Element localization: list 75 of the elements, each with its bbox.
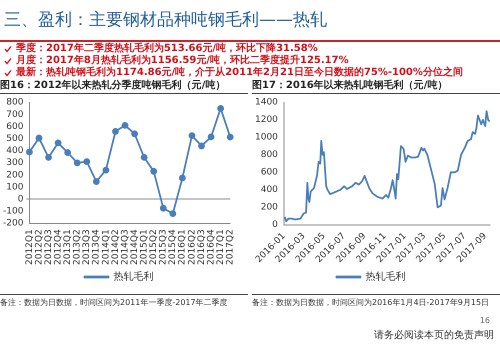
point xyxy=(45,154,52,161)
point xyxy=(140,154,148,161)
point xyxy=(74,159,81,166)
y-tick-label: -100 xyxy=(2,206,24,217)
y-tick-label: 1200 xyxy=(255,115,278,126)
point xyxy=(178,174,186,182)
y-tick-label: 1400 xyxy=(255,98,278,108)
text: 16 xyxy=(480,316,490,325)
point xyxy=(150,168,158,175)
text: 备注：数据为日数据，时间区间为2016年1月4日-2017年9月15日 xyxy=(252,298,490,307)
text: 月度：2017年8月热轧毛利为1156.59元/吨，环比二季度提升125.17% xyxy=(16,55,349,66)
x-tick-label: 2017Q1 xyxy=(216,229,226,266)
x-tick-label: 2014Q3 xyxy=(120,229,130,266)
x-tick-label: 2013Q4 xyxy=(92,229,102,266)
x-tick-label: 2013Q1 xyxy=(63,229,74,266)
x-tick-label: 2016Q1 xyxy=(178,229,188,266)
point xyxy=(160,204,167,212)
point xyxy=(122,122,128,129)
point xyxy=(198,142,205,150)
y-tick-label: 0 xyxy=(18,194,24,204)
y-tick-label: 400 xyxy=(6,146,24,156)
x-tick-label: 2016Q4 xyxy=(206,229,216,266)
y-tick-label: 500 xyxy=(6,134,24,144)
x-tick-label: 2012Q4 xyxy=(53,229,64,266)
y-tick-label: 200 xyxy=(6,170,24,180)
point xyxy=(188,132,196,140)
x-tick-label: 2014Q4 xyxy=(130,229,140,266)
point xyxy=(92,178,100,185)
x-tick-label: 2016Q2 xyxy=(187,229,198,266)
y-tick-label: 0 xyxy=(272,220,278,230)
y-tick-label: 800 xyxy=(260,150,278,160)
text: 请务必阅读本页的免责声明 xyxy=(374,330,494,341)
y-tick-label: -200 xyxy=(2,218,24,229)
y-tick-label: 400 xyxy=(260,185,278,196)
x-tick-label: 2014Q1 xyxy=(101,229,112,266)
point xyxy=(83,158,90,166)
y-tick-label: 600 xyxy=(260,168,278,178)
point xyxy=(131,130,138,138)
x-tick-label: 2014Q2 xyxy=(110,229,121,266)
text: 三、盈利：主要钢材品种吨钢毛利——热轧 xyxy=(4,10,327,30)
y-tick-label: 100 xyxy=(6,182,24,192)
point xyxy=(54,139,62,146)
point xyxy=(36,134,42,142)
point xyxy=(26,148,33,156)
x-tick-label: 2015Q4 xyxy=(168,229,178,266)
y-tick-label: 1000 xyxy=(255,132,278,143)
point xyxy=(112,128,119,135)
y-tick-label: 800 xyxy=(6,98,24,108)
x-tick-label: 2013Q2 xyxy=(72,229,83,266)
legend-label: 热轧毛利 xyxy=(114,270,154,283)
x-tick-label: 2017Q2 xyxy=(226,229,236,266)
y-tick-label: 600 xyxy=(6,122,24,132)
x-tick-label: 2013Q3 xyxy=(82,229,92,266)
point xyxy=(226,134,234,140)
y-tick-label: 200 xyxy=(260,202,278,213)
x-tick-label: 2012Q1 xyxy=(24,229,35,266)
point xyxy=(64,149,72,156)
x-tick-label: 2015Q1 xyxy=(140,229,150,266)
x-tick-label: 2015Q3 xyxy=(158,229,169,266)
point xyxy=(169,210,176,218)
legend-label: 热轧毛利 xyxy=(366,270,406,283)
text: 最新：热轧吨钢毛利为1174.86元/吨，介于从2011年2月21日至今日数据的75%-100%分位之间 xyxy=(16,67,463,79)
chart-title: 图16：2012年以来热轧分季度吨钢毛利（元/吨） xyxy=(0,80,248,94)
text: 季度：2017年二季度热轧毛利为513.66元/吨，环比下降31.58% xyxy=(16,43,318,54)
x-tick-label: 2012Q2 xyxy=(34,229,44,266)
text: 备注：数据为日数据，时间区间为2011年一季度-2017年二季度 xyxy=(0,298,228,307)
y-tick-label: 300 xyxy=(6,158,24,168)
chart-title: 图17：2016年以来热轧吨钢毛利（元/吨） xyxy=(252,80,500,94)
point xyxy=(208,133,214,140)
x-tick-label: 2012Q3 xyxy=(44,229,54,266)
point xyxy=(102,166,110,174)
x-tick-label: 2015Q2 xyxy=(149,229,160,266)
point xyxy=(217,105,224,112)
x-tick-label: 2016Q3 xyxy=(196,229,207,266)
y-tick-label: 700 xyxy=(6,110,24,120)
